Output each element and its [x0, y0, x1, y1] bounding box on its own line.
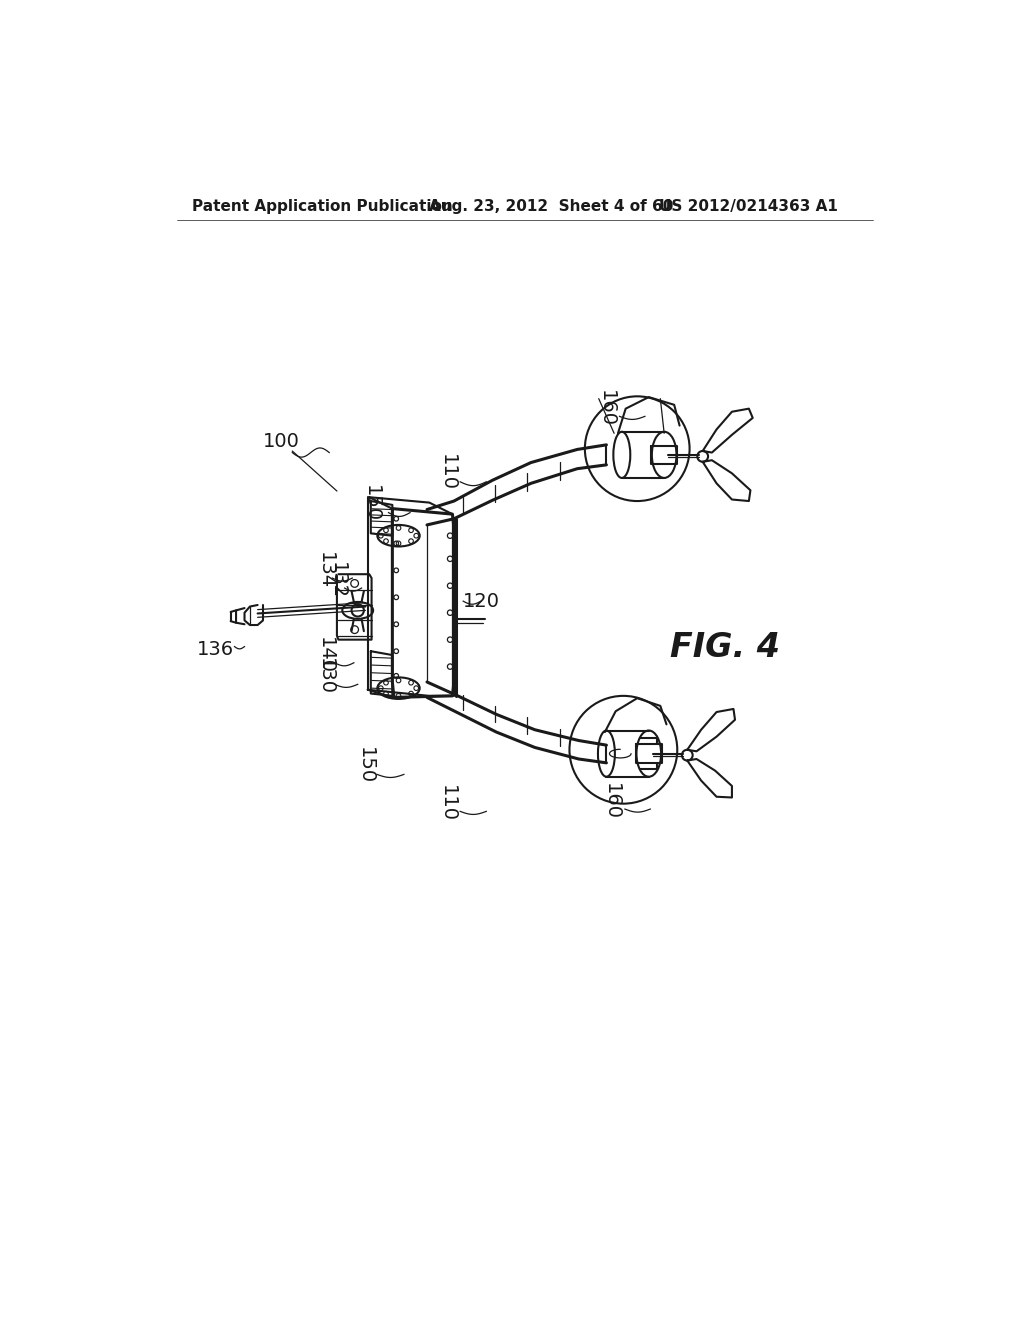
Text: 160: 160 — [597, 391, 615, 428]
Text: 136: 136 — [197, 640, 233, 659]
Text: 130: 130 — [315, 659, 335, 696]
Text: 110: 110 — [438, 785, 458, 822]
Text: 110: 110 — [438, 454, 458, 491]
Text: FIG. 4: FIG. 4 — [670, 631, 779, 664]
Text: 132: 132 — [328, 562, 346, 599]
Text: 120: 120 — [463, 591, 500, 611]
Text: US 2012/0214363 A1: US 2012/0214363 A1 — [658, 198, 838, 214]
Text: 140: 140 — [315, 636, 335, 673]
Text: 134: 134 — [315, 552, 335, 589]
Text: Aug. 23, 2012  Sheet 4 of 60: Aug. 23, 2012 Sheet 4 of 60 — [429, 198, 674, 214]
Text: 160: 160 — [602, 783, 622, 820]
Text: Patent Application Publication: Patent Application Publication — [193, 198, 453, 214]
Text: 100: 100 — [263, 432, 300, 451]
Text: 150: 150 — [356, 747, 375, 784]
Text: 150: 150 — [362, 484, 381, 521]
